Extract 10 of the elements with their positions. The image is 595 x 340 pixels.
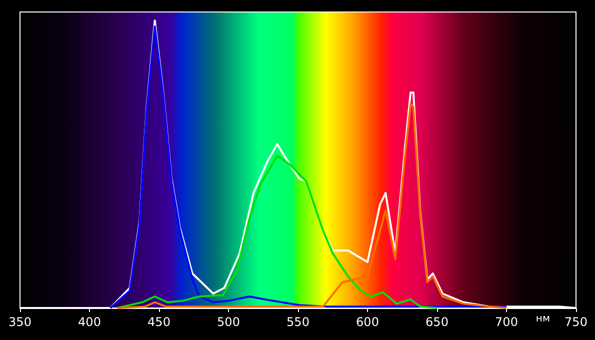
x-tick-label: 500 <box>217 315 240 329</box>
x-tick-label: 700 <box>495 315 518 329</box>
x-axis-title: нм <box>536 314 550 324</box>
x-tick-label: 600 <box>356 315 379 329</box>
x-tick-label: 650 <box>426 315 448 329</box>
x-tick-label: 350 <box>8 315 32 329</box>
x-tick-label: 450 <box>148 315 170 329</box>
x-tick-label: 750 <box>564 315 588 329</box>
x-tick-label: 400 <box>78 315 101 329</box>
x-tick-label: 550 <box>286 315 310 329</box>
